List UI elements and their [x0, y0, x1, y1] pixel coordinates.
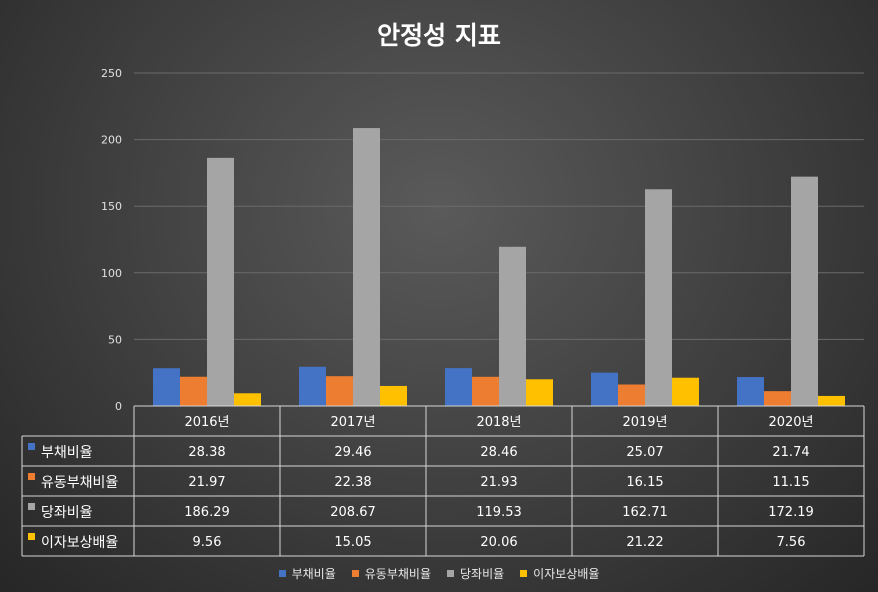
chart-title: 안정성 지표: [377, 21, 501, 50]
bar-1-1: [326, 376, 353, 406]
table-legend-key: [28, 443, 35, 450]
data-label: 28.38: [188, 445, 225, 460]
series-name: 당좌비율: [41, 505, 93, 521]
bar-2-4: [791, 176, 818, 406]
category-label: 2016년: [184, 415, 229, 430]
bar-0-4: [737, 377, 764, 406]
legend-item: 부채비율: [278, 565, 336, 582]
legend-label: 이자보상배율: [533, 566, 600, 581]
data-label: 208.67: [330, 505, 376, 520]
y-tick-label: 50: [108, 333, 122, 346]
data-label: 9.56: [193, 535, 222, 550]
data-label: 172.19: [768, 505, 814, 520]
legend-swatch: [520, 569, 528, 577]
y-tick-label: 250: [101, 67, 122, 80]
y-tick-label: 150: [101, 200, 122, 213]
bar-0-0: [153, 368, 180, 406]
bar-0-1: [299, 366, 326, 406]
data-label: 186.29: [184, 505, 230, 520]
data-label: 21.74: [772, 445, 809, 460]
bar-1-2: [472, 376, 499, 406]
legend-label: 당좌비율: [460, 566, 505, 581]
legend-swatch: [351, 569, 359, 577]
bars: [153, 128, 845, 406]
data-label: 11.15: [772, 475, 809, 490]
y-tick-label: 200: [101, 134, 122, 147]
data-label: 20.06: [480, 535, 517, 550]
data-label: 29.46: [334, 445, 371, 460]
data-label: 28.46: [480, 445, 517, 460]
bar-2-3: [645, 189, 672, 406]
series-name: 부채비율: [41, 445, 93, 461]
bar-0-2: [445, 368, 472, 406]
y-tick-label: 0: [115, 400, 122, 413]
legend-item: 이자보상배율: [520, 565, 599, 582]
data-label: 22.38: [334, 475, 371, 490]
data-label: 21.97: [188, 475, 225, 490]
legend-item: 유동부채비율: [351, 565, 431, 582]
bar-3-4: [818, 395, 845, 406]
legend: 부채비율 유동부채비율 당좌비율 이자보상배율: [0, 564, 878, 582]
data-label: 21.22: [626, 535, 663, 550]
bar-1-0: [180, 376, 207, 406]
data-label: 162.71: [622, 505, 668, 520]
series-name: 이자보상배율: [41, 535, 118, 551]
data-label: 21.93: [480, 475, 517, 490]
table-legend-key: [28, 533, 35, 540]
category-label: 2017년: [330, 415, 375, 430]
bar-1-4: [764, 391, 791, 406]
legend-swatch: [278, 569, 286, 577]
bar-2-0: [207, 157, 234, 406]
bar-1-3: [618, 384, 645, 406]
table-legend-key: [28, 503, 35, 510]
bar-2-2: [499, 246, 526, 406]
data-label: 7.56: [777, 535, 806, 550]
category-label: 2019년: [622, 415, 667, 430]
table-legend-key: [28, 473, 35, 480]
legend-label: 유동부채비율: [364, 566, 431, 581]
y-axis: 0 50 100 150 200 250: [101, 67, 122, 413]
data-label: 16.15: [626, 475, 663, 490]
legend-swatch: [447, 569, 454, 577]
bar-3-0: [234, 393, 261, 406]
legend-label: 부채비율: [291, 566, 336, 581]
data-label: 25.07: [626, 445, 663, 460]
data-label: 119.53: [476, 505, 522, 520]
bar-3-2: [526, 379, 553, 406]
data-label: 15.05: [334, 535, 371, 550]
legend-item: 당좌비율: [447, 565, 504, 582]
y-tick-label: 100: [101, 267, 122, 280]
gridlines: [134, 72, 864, 340]
bar-0-3: [591, 372, 618, 406]
bar-2-1: [353, 128, 380, 406]
series-name: 유동부채비율: [41, 475, 118, 491]
category-label: 2020년: [768, 415, 813, 430]
category-label: 2018년: [476, 415, 521, 430]
bar-3-3: [672, 377, 699, 406]
bar-3-1: [380, 385, 407, 406]
